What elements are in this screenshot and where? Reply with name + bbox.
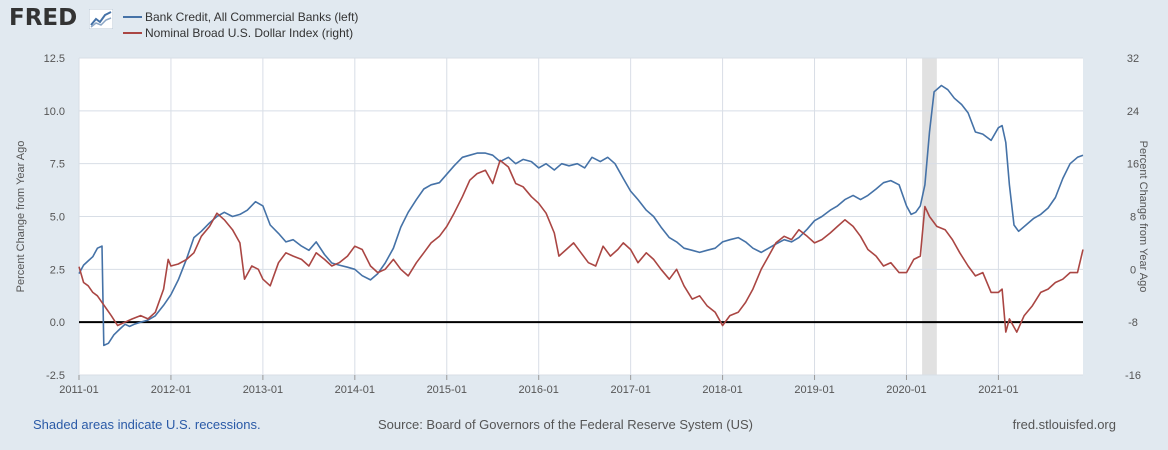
fred-logo[interactable]: FRED — [9, 5, 78, 31]
x-tick-label: 2015-01 — [427, 384, 467, 396]
x-tick-label: 2016-01 — [519, 384, 559, 396]
y-left-tick-label: -2.5 — [46, 370, 65, 382]
x-tick-label: 2017-01 — [610, 384, 650, 396]
y-right-tick-label: -8 — [1128, 317, 1138, 329]
y-right-tick-label: 24 — [1127, 106, 1139, 118]
y-left-tick-label: 5.0 — [50, 212, 65, 224]
y-right-tick-label: 32 — [1127, 53, 1139, 65]
legend-label: Bank Credit, All Commercial Banks (left) — [145, 10, 359, 24]
legend-swatch — [123, 32, 142, 34]
x-tick-label: 2020-01 — [886, 384, 926, 396]
x-tick-label: 2019-01 — [794, 384, 834, 396]
x-tick-label: 2014-01 — [335, 384, 375, 396]
chart-legend: Bank Credit, All Commercial Banks (left)… — [123, 9, 358, 41]
y-right-tick-label: 8 — [1130, 212, 1136, 224]
series-line-bank-credit — [78, 84, 1084, 347]
x-tick-label: 2012-01 — [151, 384, 191, 396]
y-axis-title-right: Percent Change from Year Ago — [1137, 141, 1149, 293]
x-tick-label: 2021-01 — [978, 384, 1018, 396]
source-text: Source: Board of Governors of the Federa… — [378, 417, 753, 432]
y-left-tick-label: 7.5 — [50, 159, 65, 171]
site-link[interactable]: fred.stlouisfed.org — [1012, 417, 1116, 432]
legend-label: Nominal Broad U.S. Dollar Index (right) — [145, 26, 354, 40]
y-left-tick-label: 2.5 — [50, 264, 65, 276]
y-right-tick-label: 16 — [1127, 159, 1139, 171]
chart-line-icon — [89, 9, 113, 29]
x-tick-label: 2011-01 — [59, 384, 99, 396]
series-line-dollar-index — [78, 159, 1084, 333]
y-right-tick-label: -16 — [1125, 370, 1141, 382]
y-left-tick-label: 0.0 — [50, 317, 65, 329]
legend-swatch — [123, 16, 142, 18]
x-tick-label: 2018-01 — [702, 384, 742, 396]
x-tick-label: 2013-01 — [243, 384, 283, 396]
legend-item-dollar-index[interactable]: Nominal Broad U.S. Dollar Index (right) — [123, 25, 358, 41]
y-left-tick-label: 10.0 — [44, 106, 65, 118]
legend-item-bank-credit[interactable]: Bank Credit, All Commercial Banks (left) — [123, 9, 358, 25]
chart-header: FRED Bank Credit, All Commercial Banks (… — [0, 0, 1168, 48]
y-right-tick-label: 0 — [1130, 264, 1136, 276]
y-axis-title-left: Percent Change from Year Ago — [15, 141, 27, 293]
y-left-tick-label: 12.5 — [44, 53, 65, 65]
recession-note[interactable]: Shaded areas indicate U.S. recessions. — [33, 417, 261, 432]
